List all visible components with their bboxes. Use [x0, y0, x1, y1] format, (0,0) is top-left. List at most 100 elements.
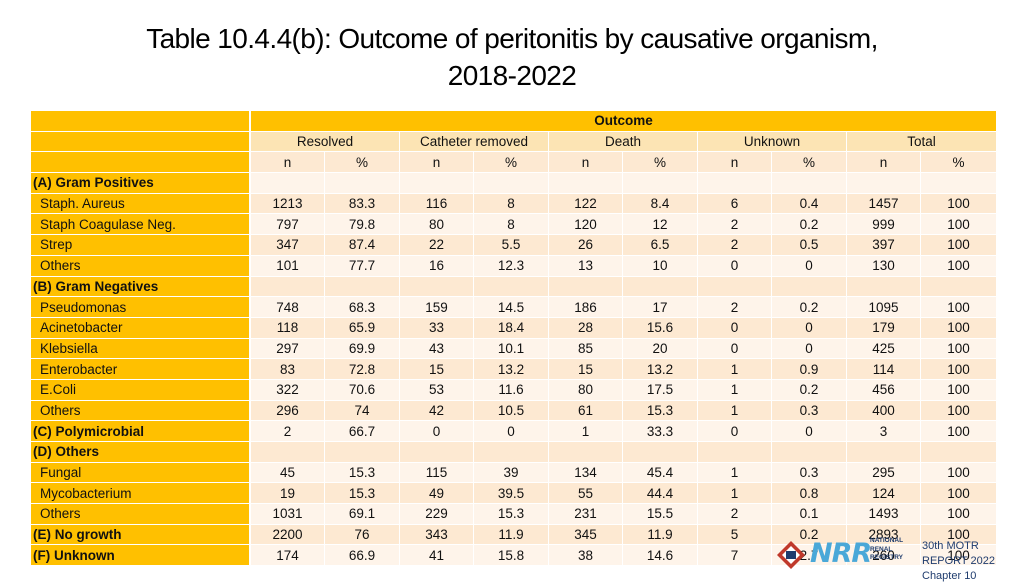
organism-label: Acinetobacter: [31, 317, 251, 339]
table-cell: 0: [698, 317, 772, 339]
organism-label: Staph Coagulase Neg.: [31, 214, 251, 236]
table-cell: 118: [251, 317, 325, 339]
table-cell: 0.9: [772, 359, 847, 380]
table-cell: 229: [400, 504, 474, 525]
table-cell: 343: [400, 524, 474, 546]
table-cell: [325, 276, 400, 298]
group-label: (E) No growth: [31, 524, 251, 546]
group-header-total: Total: [847, 131, 997, 153]
table-cell: 16: [400, 255, 474, 277]
table-cell: 66.9: [325, 545, 400, 567]
table-cell: 83.3: [325, 193, 400, 215]
subheader-cell: %: [921, 152, 997, 174]
table-cell: 0: [698, 338, 772, 360]
table-cell: 100: [921, 421, 997, 442]
table-row: Mycobacterium 19 15.3 49 39.5 55 44.4 1 0.8 124 10…: [31, 483, 997, 505]
table-cell: 5: [698, 524, 772, 546]
nrr-logo-text: NRR: [810, 538, 872, 569]
table-cell: 65.9: [325, 317, 400, 339]
organism-label: E.Coli: [31, 379, 251, 401]
table-cell: 15.3: [325, 483, 400, 505]
footer-branding: NRR NATIONAL RENAL REGISTRY 30th MOTR RE…: [764, 532, 1024, 582]
subheader-cell: n: [847, 152, 921, 174]
nrr-logo-subtitle: NATIONAL RENAL REGISTRY: [870, 537, 904, 561]
table-cell: [921, 173, 997, 194]
group-header-resolved: Resolved: [251, 131, 400, 153]
table-cell: 74: [325, 400, 400, 422]
table-cell: 100: [921, 297, 997, 318]
table-cell: 10.5: [474, 400, 549, 422]
table-cell: 0: [698, 255, 772, 277]
group-label: (B) Gram Negatives: [31, 276, 251, 298]
table-cell: 17: [623, 297, 698, 318]
subheader-cell: n: [400, 152, 474, 174]
table-cell: 8: [474, 214, 549, 236]
table-cell: 53: [400, 379, 474, 401]
table-cell: [623, 173, 698, 194]
table-cell: 15: [400, 359, 474, 380]
table-cell: [698, 442, 772, 463]
table-cell: 15.5: [623, 504, 698, 525]
table-row: (D) Others: [31, 442, 997, 463]
organism-label: Pseudomonas: [31, 297, 251, 318]
table-row: (A) Gram Positives: [31, 173, 997, 194]
table-cell: 1: [698, 379, 772, 401]
subheader-cell: n: [549, 152, 623, 174]
table-cell: 999: [847, 214, 921, 236]
organism-label: Fungal: [31, 462, 251, 484]
table-cell: [623, 442, 698, 463]
table-cell: [325, 173, 400, 194]
table-cell: 159: [400, 297, 474, 318]
subheader-cell: %: [325, 152, 400, 174]
table-cell: 69.9: [325, 338, 400, 360]
table-cell: [474, 276, 549, 298]
table-cell: 748: [251, 297, 325, 318]
table-cell: 83: [251, 359, 325, 380]
table-cell: [549, 276, 623, 298]
organism-label: Strep: [31, 235, 251, 256]
table-cell: [251, 173, 325, 194]
subheader-cell: %: [623, 152, 698, 174]
organism-label: Others: [31, 400, 251, 422]
table-cell: 6.5: [623, 235, 698, 256]
table-row: Others 296 74 42 10.5 61 15.3 1 0.3 400 100: [31, 400, 997, 422]
table-cell: 12: [623, 214, 698, 236]
report-title: 30th MOTR REPORT 2022: [922, 540, 995, 567]
table-cell: 2: [698, 504, 772, 525]
table-cell: [400, 173, 474, 194]
table-cell: 5.5: [474, 235, 549, 256]
table-cell: 2: [251, 421, 325, 442]
table-cell: 1031: [251, 504, 325, 525]
table-cell: 66.7: [325, 421, 400, 442]
header-row-subheaders: n % n % n % n % n %: [31, 152, 997, 174]
table-cell: 33.3: [623, 421, 698, 442]
group-label: (F) Unknown: [31, 545, 251, 567]
subheader-cell: n: [698, 152, 772, 174]
table-row: Staph Coagulase Neg. 797 79.8 80 8 120 12 2 0.2 9…: [31, 214, 997, 236]
table-cell: 6: [698, 193, 772, 215]
organism-label: Enterobacter: [31, 359, 251, 380]
table-cell: 0.2: [772, 524, 847, 546]
table-cell: 100: [921, 359, 997, 380]
table-cell: 1: [698, 483, 772, 505]
table-cell: 69.1: [325, 504, 400, 525]
group-header-death: Death: [549, 131, 698, 153]
registry-logo-icon: [777, 541, 805, 569]
table-cell: 260: [847, 545, 921, 567]
table-cell: 68.3: [325, 297, 400, 318]
table-cell: 0.3: [772, 400, 847, 422]
table-cell: 100: [921, 338, 997, 360]
table-cell: [400, 276, 474, 298]
table-cell: 11.6: [474, 379, 549, 401]
table-cell: [698, 276, 772, 298]
table-cell: 400: [847, 400, 921, 422]
table-cell: 1: [549, 421, 623, 442]
table-cell: 10.1: [474, 338, 549, 360]
table-cell: 0.3: [772, 462, 847, 484]
table-cell: 456: [847, 379, 921, 401]
table-cell: 120: [549, 214, 623, 236]
table-cell: 1213: [251, 193, 325, 215]
table-cell: 20: [623, 338, 698, 360]
table-cell: 13.2: [474, 359, 549, 380]
table-cell: [251, 276, 325, 298]
